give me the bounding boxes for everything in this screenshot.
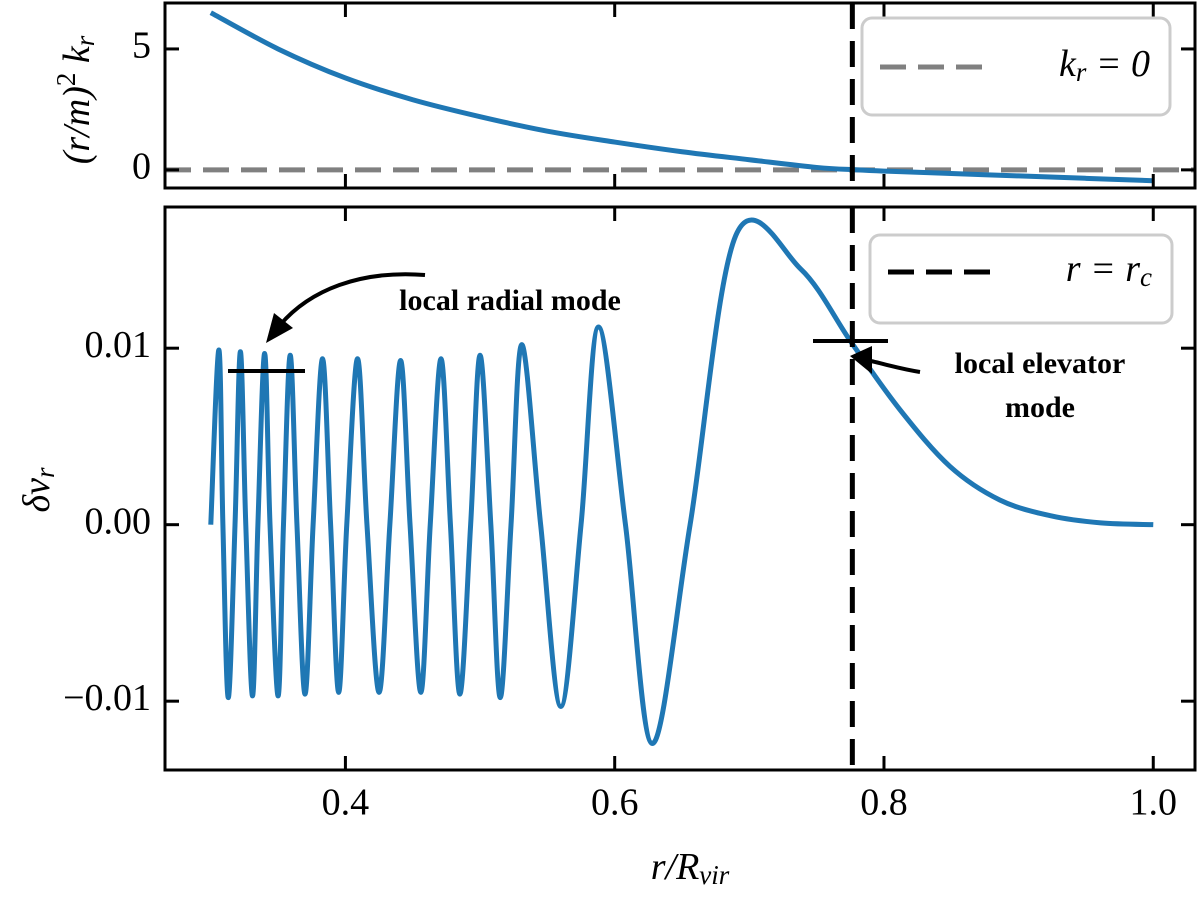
x-tick-label: 1.0 bbox=[1130, 782, 1178, 824]
label-part: r = r bbox=[1066, 248, 1140, 290]
x-tick-label: 0.6 bbox=[591, 782, 639, 824]
data-line bbox=[208, 217, 1154, 747]
legend-box bbox=[868, 233, 1174, 325]
y-tick-label: −0.01 bbox=[63, 677, 151, 719]
label-part: vir bbox=[699, 860, 729, 890]
legend-label: kr = 0 bbox=[1059, 43, 1150, 88]
label-part: 2 bbox=[51, 73, 81, 87]
plot-layer: 05(r/m)2 kr0.4 0.6 0.8 1.0−0.010.000.01δvrr… bbox=[16, 1, 1197, 891]
data-line bbox=[209, 10, 1154, 184]
annotation: mode bbox=[1005, 391, 1075, 424]
axes-frame bbox=[163, 205, 1197, 772]
y-tick-label: 0.01 bbox=[85, 324, 152, 366]
annotation: local elevator bbox=[955, 347, 1126, 380]
label-part: r bbox=[1076, 57, 1087, 87]
label-part: r bbox=[70, 35, 100, 46]
arrow-head bbox=[850, 346, 872, 374]
label-part: k bbox=[56, 45, 98, 73]
label-part: r/R bbox=[651, 846, 700, 888]
legend-box bbox=[860, 16, 1172, 117]
y-tick-label: 5 bbox=[132, 25, 151, 67]
label-part: δv bbox=[16, 478, 58, 513]
label-part: r bbox=[30, 467, 60, 478]
y-tick-label: 0 bbox=[132, 146, 151, 188]
y-axis-label: δvr bbox=[16, 467, 61, 513]
annotation: local radial mode bbox=[399, 284, 621, 317]
label-part: k bbox=[1059, 43, 1077, 85]
label-part: c bbox=[1140, 262, 1152, 292]
legend-label: r = rc bbox=[1066, 248, 1152, 293]
axes-frame bbox=[163, 1, 1197, 190]
label-part: (r/m) bbox=[56, 86, 98, 164]
arrow-head bbox=[266, 313, 293, 343]
y-tick-label: 0.00 bbox=[85, 500, 152, 542]
x-tick-label: 0.8 bbox=[860, 782, 908, 824]
x-axis-label: r/Rvir bbox=[651, 846, 730, 891]
label-part: = 0 bbox=[1086, 43, 1150, 85]
x-tick-label: 0.4 bbox=[322, 782, 370, 824]
annotation-arrow bbox=[278, 272, 426, 327]
y-axis-label: (r/m)2 kr bbox=[51, 35, 100, 164]
